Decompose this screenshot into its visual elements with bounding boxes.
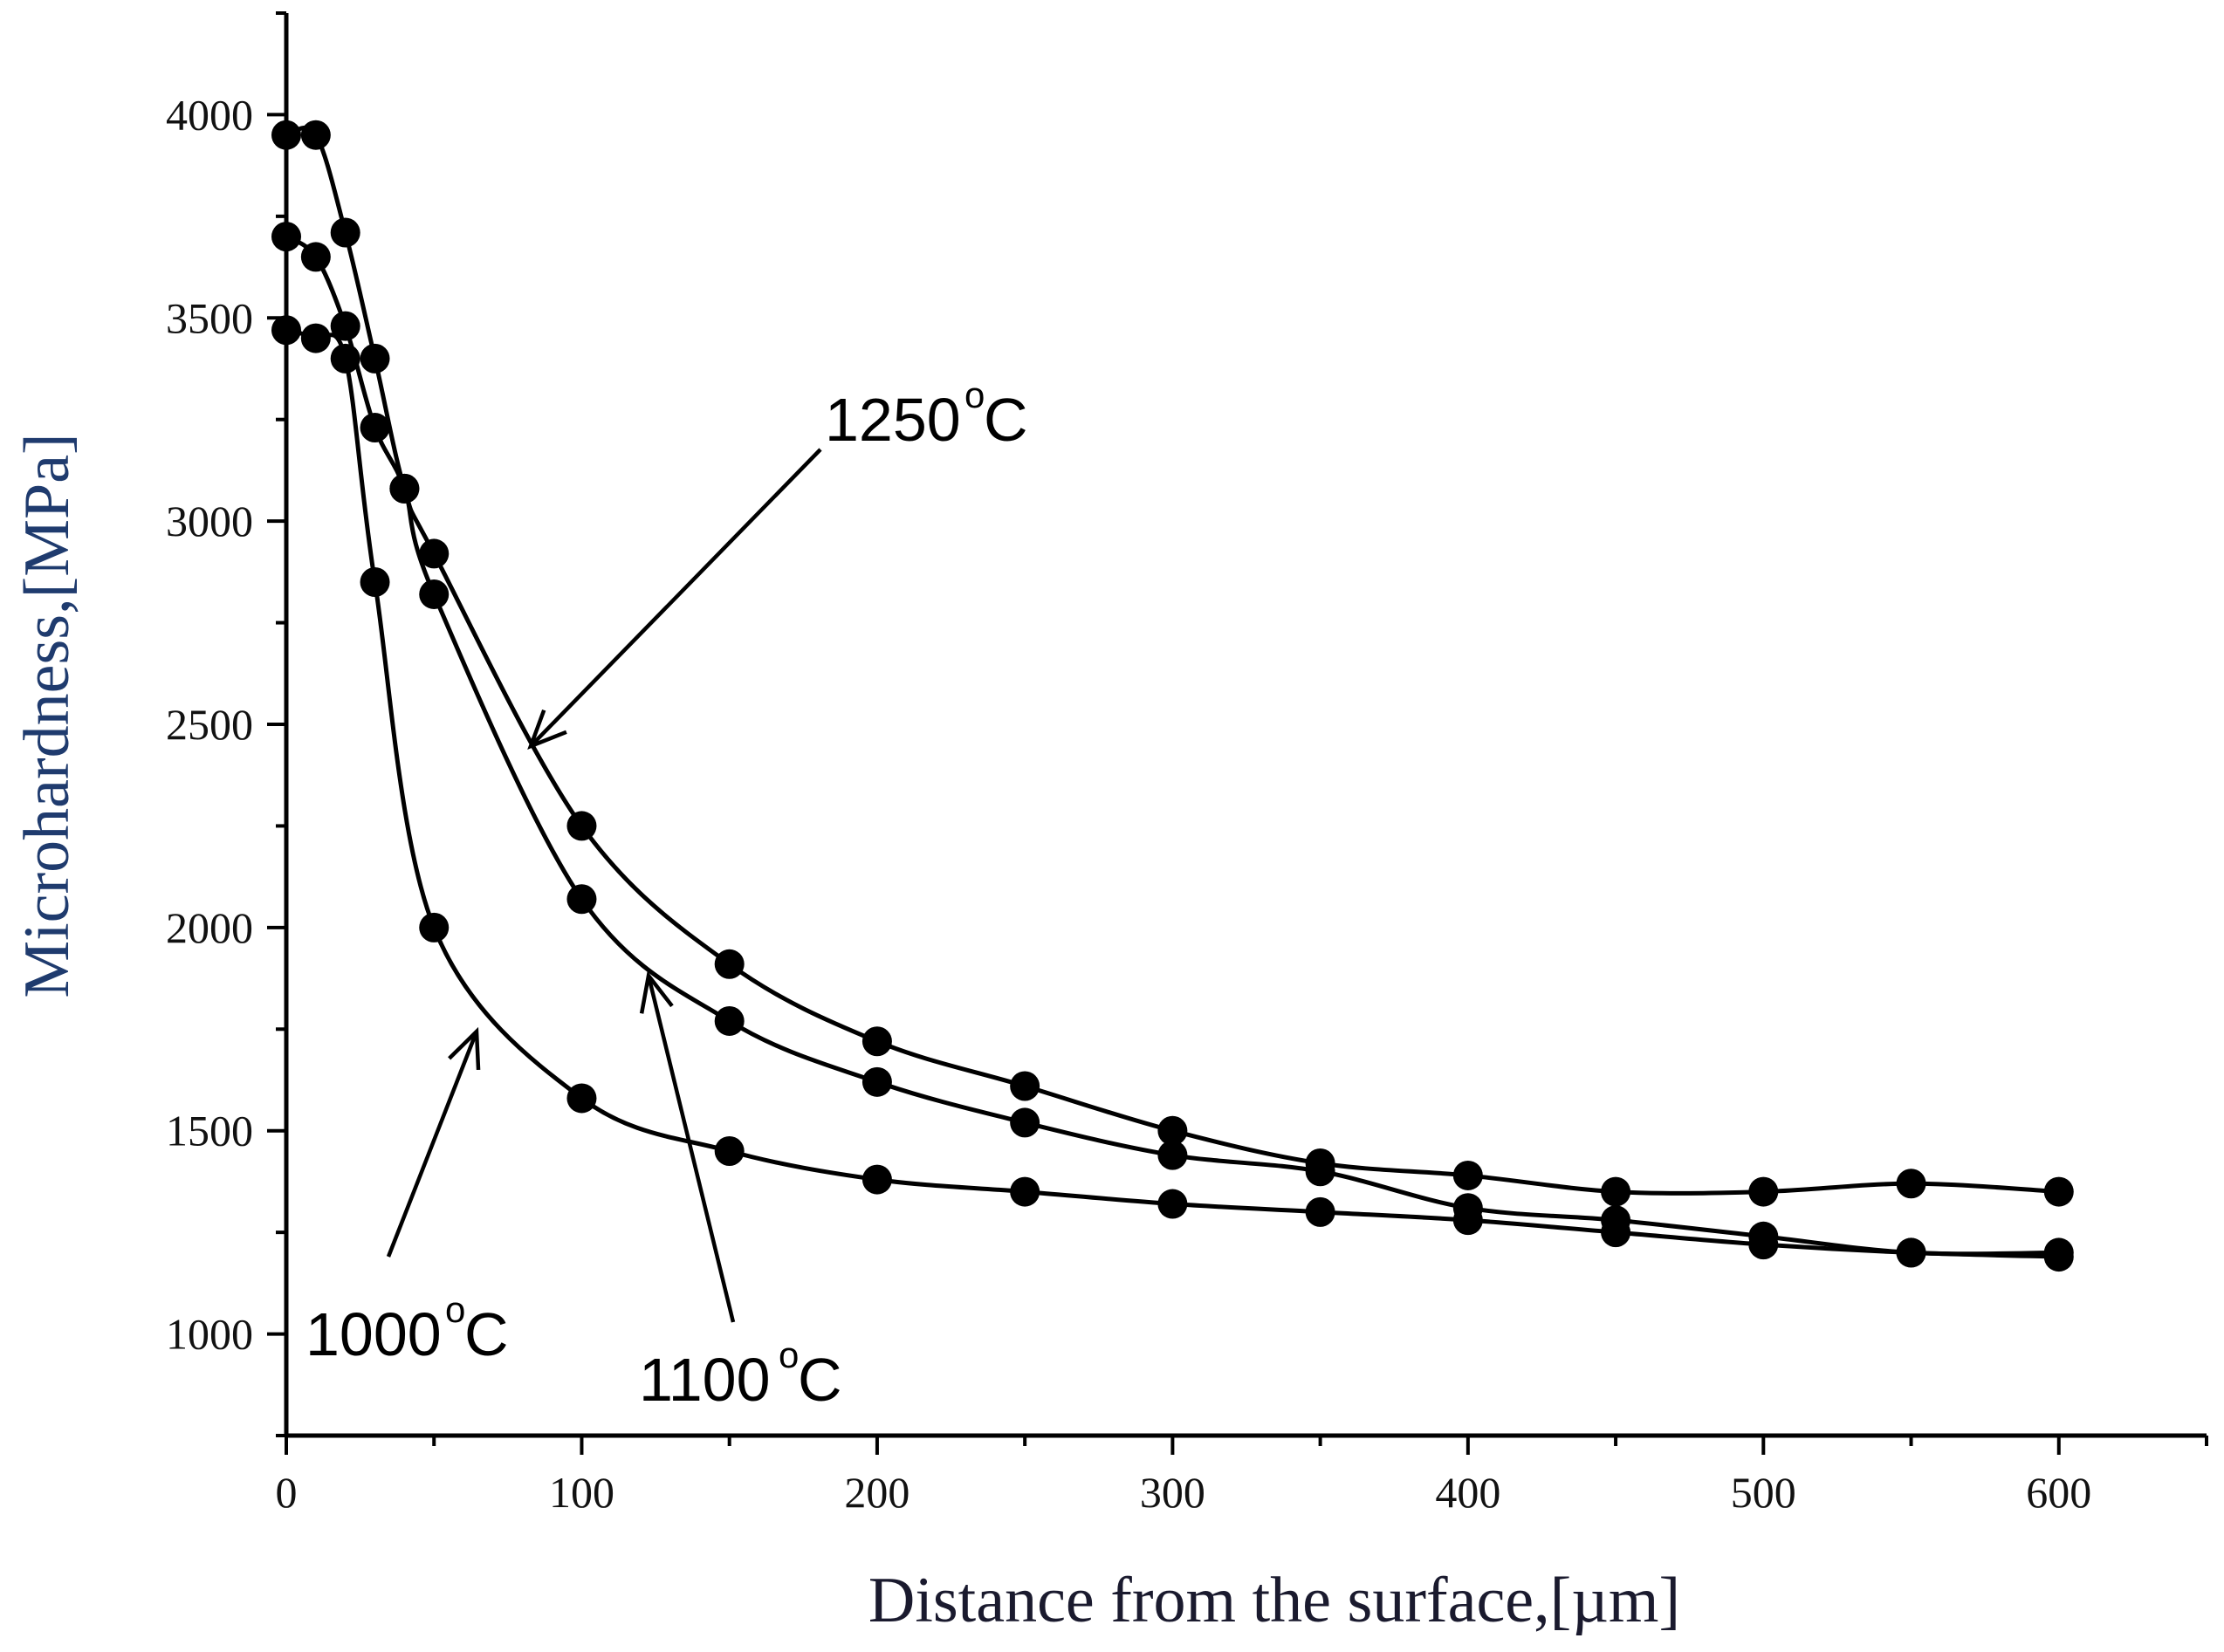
data-series [271,120,2074,1272]
data-point [1601,1217,1631,1248]
annotation-arrow [529,448,822,748]
annotation-unit: C [464,1300,509,1368]
series-1000C [271,315,2074,1272]
data-point [1010,1071,1040,1101]
data-point [1010,1176,1040,1207]
data-point [1896,1237,1926,1268]
degree-symbol: o [779,1334,799,1375]
x-tick-label: 200 [844,1468,910,1517]
data-point [714,1005,745,1036]
axis-ticks: 0 100 200 300 400 500 600 1000 1500 2000 2500 3000 3… [166,11,2208,1517]
data-point [271,222,301,252]
data-point [566,884,597,915]
y-axis-title: Microhardness,[MPa] [11,433,83,997]
data-point [419,538,450,569]
x-tick-label: 600 [2026,1468,2091,1517]
series-line-1100C [285,234,2059,1257]
annotation-arrow [646,975,736,1323]
data-point [271,120,301,150]
annotation-label: 1250 [825,386,961,454]
data-point [389,473,420,504]
data-point [1305,1196,1335,1227]
data-point [1896,1169,1926,1199]
data-point [271,315,301,346]
annotation-label: 1000 [305,1300,442,1368]
data-point [300,242,331,272]
annotation-unit: C [984,386,1028,454]
x-tick-label: 100 [549,1468,614,1517]
annotation-arrow [386,1031,479,1258]
annotation-1000: 1000 oC [305,1026,509,1368]
data-point [2043,1242,2074,1272]
x-axis-title: Distance from the surface,[µm] [868,1565,1680,1636]
data-point [566,1083,597,1114]
x-tick-label: 300 [1140,1468,1205,1517]
arrow-head [448,1026,481,1071]
degree-symbol: o [445,1289,465,1330]
data-point [300,323,331,353]
y-tick-label: 3000 [166,497,253,545]
series-1250C [271,120,2074,1207]
data-point [419,912,450,943]
data-point [714,949,745,979]
data-point [1157,1189,1188,1219]
data-point [300,120,331,150]
data-point [1157,1115,1188,1146]
data-point [1010,1107,1040,1138]
x-tick-label: 500 [1731,1468,1796,1517]
annotation-1100: 1100 oC [639,970,842,1414]
data-point [1452,1205,1483,1236]
data-point [330,343,360,374]
annotation-unit: C [798,1346,842,1414]
data-point [330,311,360,341]
data-point [360,567,390,597]
data-point [419,579,450,609]
data-point [861,1026,892,1057]
data-point [360,413,390,443]
data-point [2043,1176,2074,1207]
annotation-1250: 1250 oC [527,374,1028,750]
arrow-head [527,709,567,750]
data-point [1452,1160,1483,1190]
annotation-label: 1100 [639,1346,771,1414]
data-point [1601,1176,1631,1207]
y-tick-label: 4000 [166,90,253,139]
y-tick-label: 3500 [166,293,253,342]
data-point [861,1164,892,1195]
axes [284,13,2207,1438]
x-tick-label: 400 [1435,1468,1500,1517]
data-point [1305,1156,1335,1187]
data-point [861,1066,892,1097]
degree-symbol: o [964,374,985,415]
data-point [1748,1176,1779,1207]
data-point [566,811,597,841]
y-tick-label: 1000 [166,1310,253,1359]
x-tick-label: 0 [276,1468,298,1517]
data-point [1157,1140,1188,1170]
series-line-1250C [285,126,2059,1196]
series-1100C [271,222,2074,1268]
y-tick-label: 2000 [166,903,253,952]
data-point [330,217,360,248]
arrow-head [639,970,674,1014]
y-tick-label: 2500 [166,700,253,749]
data-point [1748,1230,1779,1260]
y-tick-label: 1500 [166,1107,253,1155]
data-point [714,1136,745,1166]
data-point [360,343,390,374]
